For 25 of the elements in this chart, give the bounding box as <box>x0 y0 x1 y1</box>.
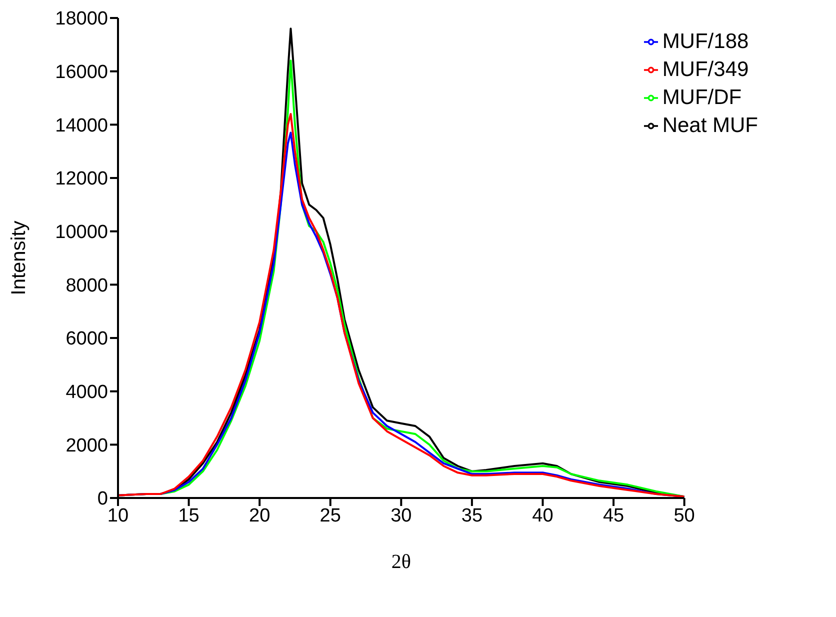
x-tick-label: 20 <box>249 505 270 526</box>
y-tick-label: 8000 <box>66 275 108 296</box>
y-tick-label: 18000 <box>55 8 108 30</box>
x-tick-label: 10 <box>107 505 129 526</box>
y-tick-label: 12000 <box>55 168 108 190</box>
y-tick-label: 6000 <box>66 328 108 350</box>
x-tick-label: 35 <box>461 505 483 526</box>
y-tick-label: 16000 <box>55 62 108 84</box>
y-tick-label: 4000 <box>66 382 108 404</box>
y-tick-label: 14000 <box>55 115 108 136</box>
x-tick-label: 45 <box>602 505 624 526</box>
legend-label: MUF/DF <box>662 86 742 109</box>
y-tick-label: 2000 <box>66 435 108 456</box>
x-tick-label: 30 <box>390 505 412 526</box>
x-tick-label: 50 <box>674 505 695 526</box>
legend-label: MUF/349 <box>662 58 749 81</box>
x-tick-label: 25 <box>320 505 341 526</box>
y-axis-title: Intensity <box>8 220 30 296</box>
legend-label: Neat MUF <box>662 114 758 137</box>
x-tick-label: 15 <box>178 505 200 526</box>
x-tick-label: 40 <box>532 505 554 526</box>
y-tick-label: 10000 <box>55 222 108 244</box>
y-tick-label: 0 <box>97 488 108 510</box>
legend-label: MUF/188 <box>662 30 749 53</box>
x-axis-title: 2θ <box>391 551 411 573</box>
